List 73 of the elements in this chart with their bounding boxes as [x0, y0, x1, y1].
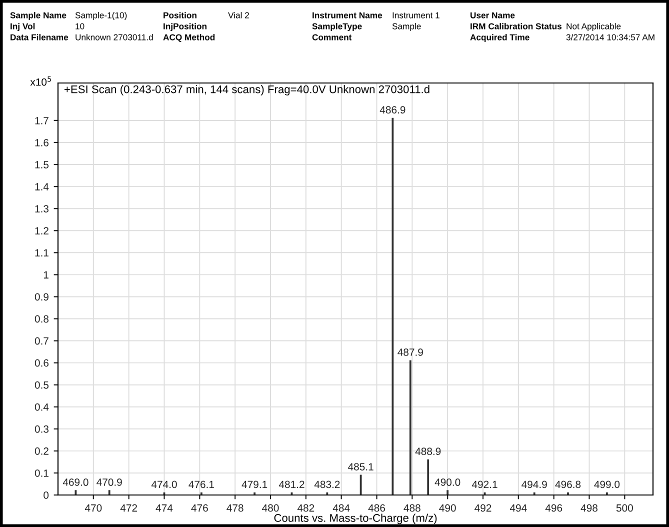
text: Sample Name [10, 12, 66, 20]
y-tick-label: 0.5 [34, 381, 49, 389]
annotation: 492.1 [472, 480, 498, 488]
annotation: 479.1 [242, 480, 268, 488]
y-tick-label: 1 [44, 271, 48, 278]
x-tick-label: 500 [616, 504, 633, 512]
annotation: 494.9 [522, 480, 547, 488]
annotation: 469.0 [62, 478, 88, 486]
annotation: 496.8 [555, 480, 581, 488]
annotation: 474.0 [151, 480, 177, 488]
text: Inj Vol [10, 23, 35, 32]
y-axis-title: x10$^{5}$ [30, 76, 52, 86]
chart-title: +ESI Scan (0.243-0.637 min, 144 scans) Frag=40.0V Unknown 2703011.d [64, 85, 430, 96]
x-tick-label: 484 [332, 504, 350, 512]
y-tick-label: 0.2 [34, 447, 48, 455]
text: Sample-1(10) [75, 12, 127, 20]
x-tick-label: 488 [404, 504, 420, 512]
annotation: 476.1 [188, 480, 214, 488]
text: InjPosition [164, 23, 206, 32]
x-tick-label: 498 [580, 504, 598, 512]
text: Instrument Name [312, 12, 382, 18]
x-tick-label: 480 [262, 504, 279, 512]
annotation: 470.9 [96, 478, 122, 486]
annotation: 483.2 [314, 480, 340, 488]
y-tick-label: 1.3 [35, 205, 49, 212]
y-tick-label: 0.3 [34, 425, 49, 433]
text: Unknown 2703011.d [76, 34, 153, 40]
x-tick-label: 476 [191, 504, 208, 512]
x-tick-label: 474 [156, 504, 173, 512]
x-tick-label: 486 [368, 504, 385, 512]
text: ACQ Method [163, 34, 215, 42]
x-tick-label: 482 [297, 504, 314, 512]
text: Sample [392, 23, 421, 32]
y-tick-label: 0.4 [34, 403, 49, 411]
y-tick-label: 0.6 [34, 359, 49, 367]
text: User Name [470, 12, 515, 18]
annotation: 486.9 [380, 106, 406, 114]
x-axis-title: Counts vs. Mass-to-Charge (m/z) [274, 514, 437, 524]
x-tick-label: 470 [84, 504, 102, 512]
annotation: 487.9 [398, 348, 423, 356]
y-tick-label: 0.1 [34, 469, 48, 477]
text: Comment [312, 34, 352, 40]
y-tick-label: 1.6 [35, 138, 49, 146]
y-tick-label: 1.2 [35, 227, 48, 234]
x-tick-label: 496 [545, 504, 562, 512]
y-tick-label: 0.7 [34, 337, 48, 345]
annotation: 499.0 [594, 480, 620, 488]
text: Position [164, 12, 196, 18]
x-tick-label: 478 [226, 504, 244, 512]
y-tick-label: 1.4 [35, 183, 49, 190]
text: IRM Calibration Status [470, 23, 562, 30]
y-tick-label: 0.9 [34, 293, 48, 301]
y-tick-label: 1.7 [35, 117, 48, 124]
x-tick-label: 490 [439, 504, 456, 512]
y-tick-label: 0.8 [34, 315, 49, 323]
annotation: 490.0 [434, 478, 460, 486]
annotation: 485.1 [348, 463, 374, 470]
text: Data Filename [10, 34, 68, 40]
text: Not Applicable [566, 23, 621, 32]
text: SampleType [312, 23, 362, 32]
text: Acquired Time [470, 34, 530, 42]
x-tick-label: 494 [510, 504, 527, 512]
y-tick-label: 0 [44, 492, 49, 499]
text: Vial 2 [228, 12, 249, 18]
text: 3/27/2014 10:34:57 AM [566, 34, 654, 40]
annotation: 481.2 [278, 480, 304, 488]
text: 10 [76, 23, 84, 30]
x-tick-label: 472 [120, 504, 137, 512]
y-tick-label: 1.5 [35, 161, 49, 168]
x-tick-label: 492 [474, 504, 492, 512]
annotation: 488.9 [415, 448, 441, 456]
text: Instrument 1 [392, 12, 440, 18]
y-tick-label: 1.1 [35, 249, 48, 256]
